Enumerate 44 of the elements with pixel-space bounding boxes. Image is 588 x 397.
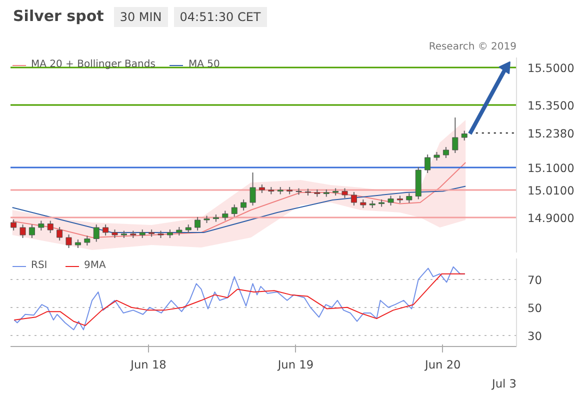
y-tick-label: 15.0100 (528, 184, 574, 198)
candlestick (222, 210, 228, 221)
candlestick (442, 146, 449, 158)
text: Research © 2019 (428, 42, 517, 52)
y-tick-label: 14.9000 (528, 211, 574, 225)
candlestick (47, 220, 54, 234)
text: 04:51:30 CET (174, 7, 267, 27)
legend-label: 9MA (84, 260, 106, 271)
y-tick-label: 70 (528, 272, 542, 287)
candlestick (93, 224, 100, 242)
candlestick (461, 130, 468, 141)
candlestick (452, 117, 458, 154)
candlestick (38, 220, 44, 231)
y-tick-label: 15.1000 (528, 161, 574, 175)
y-tick-label: 15.2380 (528, 126, 574, 140)
candlestick (342, 188, 348, 198)
candlestick (388, 195, 394, 206)
candlestick (10, 219, 17, 231)
x-tick-label: Jun 19 (276, 358, 314, 372)
y-tick-label: 15.3500 (528, 98, 574, 112)
line-series (12, 162, 466, 238)
candlestick (250, 172, 256, 206)
candlestick (102, 224, 109, 236)
candlestick (231, 204, 238, 218)
x-tick-label: Jun 20 (424, 358, 461, 372)
candlestick (406, 192, 412, 204)
candlestick (56, 226, 63, 241)
text: Jul 3 (491, 376, 517, 390)
y-tick-label: 30 (528, 328, 542, 343)
candlestick (194, 216, 201, 231)
candlestick (240, 199, 247, 211)
candlestick (28, 224, 35, 238)
candlestick (66, 234, 72, 248)
line-series (14, 273, 466, 326)
text: 30 MIN (114, 7, 168, 27)
legend-label: RSI (31, 260, 48, 271)
y-tick-label: 50 (528, 300, 542, 315)
candlestick (20, 224, 26, 238)
chart-title: Silver spot (13, 7, 104, 25)
candlestick (84, 235, 90, 246)
candlestick (350, 192, 357, 206)
candlestick (424, 154, 431, 174)
y-tick-label: 15.5000 (528, 61, 574, 75)
x-tick-label: Jun 18 (130, 358, 166, 372)
